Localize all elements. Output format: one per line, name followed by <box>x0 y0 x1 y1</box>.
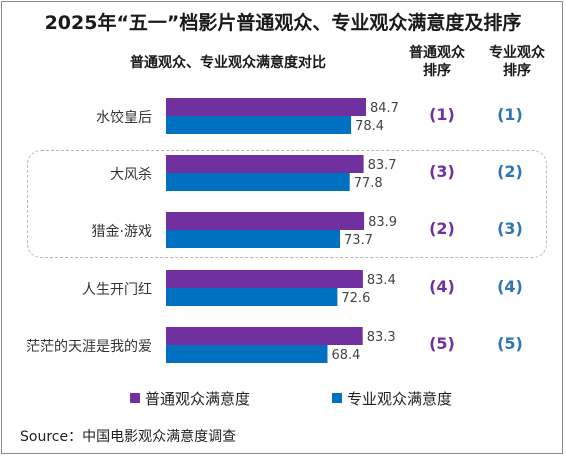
bar-pro <box>166 230 340 248</box>
data-label-pro: 68.4 <box>332 348 361 363</box>
legend-label-pro: 专业观众满意度 <box>347 390 453 408</box>
data-label-general: 83.7 <box>368 158 397 173</box>
bar-pro <box>166 116 352 134</box>
source-note: Source：中国电影观众满意度调查 <box>20 429 237 445</box>
legend-swatch-pro <box>332 393 342 403</box>
general-rank-header: 普通观众 排序 <box>398 44 476 80</box>
bar-general <box>166 327 363 345</box>
rank-pro: (2) <box>497 162 523 181</box>
pro-rank-header-line1: 专业观众 <box>489 45 545 61</box>
category-label: 水饺皇后 <box>96 110 152 126</box>
chart-title: 2025年“五一”档影片普通观众、专业观众满意度及排序 <box>44 12 522 34</box>
data-label-pro: 77.8 <box>354 176 383 191</box>
category-label: 人生开门红 <box>82 282 152 298</box>
chart-subtitle: 普通观众、专业观众满意度对比 <box>130 55 326 71</box>
rank-general: (2) <box>429 219 455 238</box>
category-label: 猎金·游戏 <box>91 224 152 240</box>
bar-pro <box>166 173 350 191</box>
data-label-pro: 72.6 <box>341 291 370 306</box>
rank-pro: (1) <box>497 105 523 124</box>
bar-general <box>166 270 363 288</box>
data-label-pro: 78.4 <box>355 119 384 134</box>
legend-swatch-general <box>130 393 140 403</box>
legend-label-general: 普通观众满意度 <box>145 390 251 408</box>
data-label-general: 84.7 <box>370 101 399 116</box>
data-label-general: 83.3 <box>367 330 396 345</box>
rank-general: (5) <box>429 334 455 353</box>
category-label: 茫茫的天涯是我的爱 <box>26 339 152 355</box>
rank-pro: (5) <box>497 334 523 353</box>
data-label-pro: 73.7 <box>344 233 373 248</box>
data-label-general: 83.9 <box>368 215 397 230</box>
bar-pro <box>166 288 338 306</box>
rank-general: (3) <box>429 162 455 181</box>
bar-general <box>166 155 364 173</box>
rank-general: (4) <box>429 277 455 296</box>
data-label-general: 83.4 <box>367 273 396 288</box>
rank-pro: (3) <box>497 219 523 238</box>
rank-general: (1) <box>429 105 455 124</box>
bar-pro <box>166 345 328 363</box>
bar-general <box>166 212 365 230</box>
category-label: 大风杀 <box>110 167 152 183</box>
pro-rank-header: 专业观众 排序 <box>478 44 556 80</box>
general-rank-header-line2: 排序 <box>423 63 451 79</box>
highlight-group-box <box>27 150 547 258</box>
pro-rank-header-line2: 排序 <box>503 63 531 79</box>
general-rank-header-line1: 普通观众 <box>409 45 465 61</box>
bar-general <box>166 98 366 116</box>
rank-pro: (4) <box>497 277 523 296</box>
